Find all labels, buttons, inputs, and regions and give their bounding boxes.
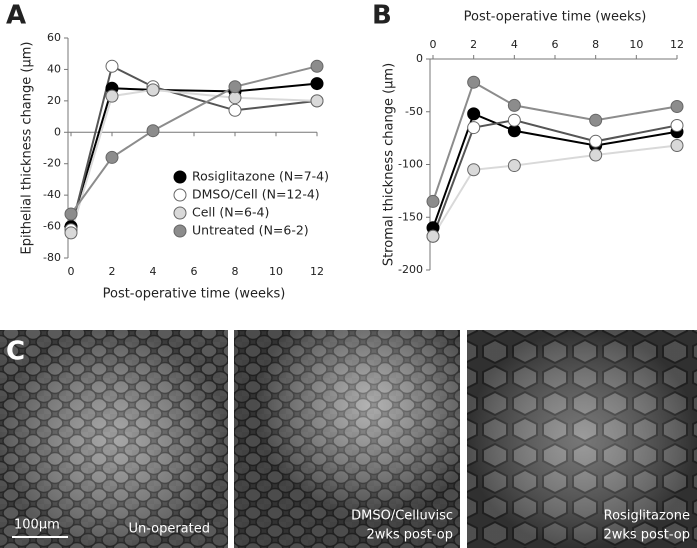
data-point — [670, 118, 684, 132]
y-axis-label: Stromal thickness change (µm) — [382, 63, 397, 266]
x-tick-label: 12 — [670, 38, 684, 51]
series-line — [432, 144, 678, 237]
legend-marker — [173, 188, 187, 202]
image-caption: Rosiglitazone — [604, 509, 690, 524]
x-tick-label: 0 — [68, 265, 75, 278]
x-tick-label: 6 — [191, 265, 198, 278]
y-tick-label: -80 — [43, 251, 61, 264]
data-point — [507, 113, 521, 127]
data-point — [310, 77, 324, 91]
micrograph-shade — [234, 330, 460, 548]
x-tick-label: 8 — [232, 265, 239, 278]
data-point — [310, 59, 324, 73]
y-tick-label: 60 — [47, 31, 61, 44]
y-tick-label: 20 — [47, 94, 61, 107]
data-point — [507, 98, 521, 112]
y-tick-label: 0 — [416, 52, 423, 65]
micrographs: C 100µm Un-operated DMSO/Celluvisc 2wks … — [0, 330, 697, 548]
y-tick-label: -60 — [43, 220, 61, 233]
data-point — [467, 75, 481, 89]
y-tick-label: -40 — [43, 188, 61, 201]
panel-label: A — [6, 1, 26, 31]
legend-label: Cell (N=6-4) — [192, 205, 269, 220]
x-tick-label: 10 — [269, 265, 283, 278]
data-point — [228, 103, 242, 117]
data-point — [670, 139, 684, 153]
series-line — [432, 80, 678, 202]
data-point — [64, 226, 78, 240]
micrograph-shade — [0, 330, 228, 548]
x-axis-label: Post-operative time (weeks) — [464, 10, 647, 25]
x-tick-label: 12 — [310, 265, 324, 278]
data-point — [589, 134, 603, 148]
data-point — [146, 124, 160, 138]
legend-label: DMSO/Cell (N=12-4) — [192, 187, 320, 202]
image-caption: 2wks post-op — [603, 528, 690, 543]
scale-label: 100µm — [14, 518, 60, 533]
x-tick-label: 0 — [430, 38, 437, 51]
data-point — [589, 113, 603, 127]
data-point — [105, 89, 119, 103]
data-point — [589, 148, 603, 162]
data-point — [507, 159, 521, 173]
legend-marker — [173, 206, 187, 220]
x-axis-label: Post-operative time (weeks) — [103, 287, 286, 302]
x-tick-label: 8 — [592, 38, 599, 51]
data-point — [228, 80, 242, 94]
y-axis-label: Epithelial thickness change (µm) — [20, 42, 35, 255]
x-tick-label: 4 — [511, 38, 518, 51]
data-point — [105, 59, 119, 73]
data-point — [310, 94, 324, 108]
x-tick-label: 6 — [552, 38, 559, 51]
data-point — [467, 121, 481, 135]
legend-marker — [173, 224, 187, 238]
y-tick-label: -150 — [398, 210, 423, 223]
y-tick-label: -20 — [43, 157, 61, 170]
data-point — [64, 207, 78, 221]
image-caption: 2wks post-op — [366, 528, 453, 543]
y-tick-label: 0 — [54, 125, 61, 138]
legend-label: Untreated (N=6-2) — [192, 223, 309, 238]
data-point — [467, 107, 481, 121]
x-tick-label: 2 — [109, 265, 116, 278]
x-tick-label: 10 — [629, 38, 643, 51]
data-point — [670, 99, 684, 113]
legend-label: Rosiglitazone (N=7-4) — [192, 169, 329, 184]
y-tick-label: -200 — [398, 263, 423, 276]
y-tick-label: -50 — [405, 105, 423, 118]
data-point — [426, 229, 440, 243]
y-tick-label: -100 — [398, 158, 423, 171]
image-caption: Un-operated — [128, 522, 210, 537]
panel-label: B — [372, 1, 392, 31]
image-caption: DMSO/Celluvisc — [351, 509, 453, 524]
legend-marker — [173, 170, 187, 184]
panel-label: C — [6, 337, 25, 367]
data-point — [146, 83, 160, 97]
data-point — [228, 91, 242, 105]
x-tick-label: 4 — [150, 265, 157, 278]
y-tick-label: 40 — [47, 62, 61, 75]
micrograph-shade — [467, 330, 697, 548]
data-point — [426, 194, 440, 208]
data-point — [467, 163, 481, 177]
data-point — [105, 150, 119, 164]
x-tick-label: 2 — [470, 38, 477, 51]
